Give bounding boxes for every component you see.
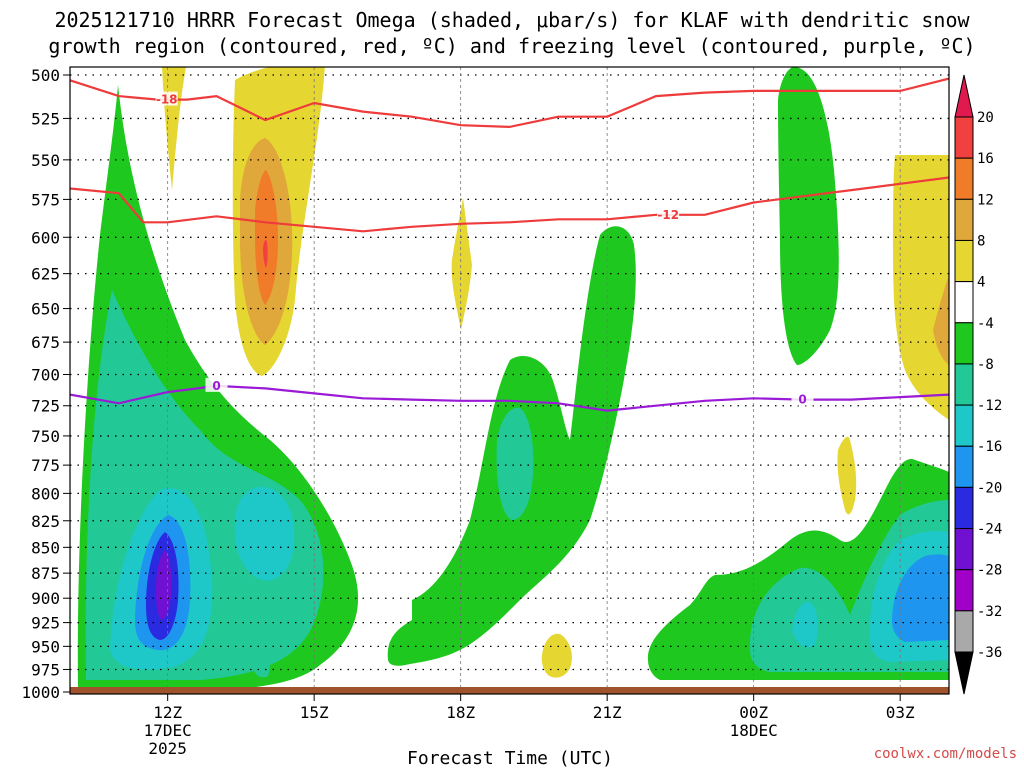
y-tick-label: 600 <box>31 228 60 247</box>
y-tick-label: 550 <box>31 151 60 170</box>
contour-label: 0 <box>798 393 806 407</box>
y-tick-label: 500 <box>31 66 60 85</box>
colorbar-tick-label: 20 <box>977 110 994 126</box>
colorbar-swatch <box>954 239 974 283</box>
contour-line-1 <box>70 176 949 233</box>
x-tick-year: 2025 <box>148 739 187 758</box>
y-tick-label: 975 <box>31 660 60 679</box>
y-axis: 500 525 550 575 600 625 650 675 700 725 750 775 800 8… <box>21 66 70 702</box>
omega-area-yellow-top <box>162 67 186 190</box>
colorbar-tick-label: -24 <box>977 522 1002 538</box>
x-tick-label: 00Z <box>739 703 768 722</box>
y-tick-label: 650 <box>31 300 60 319</box>
y-tick-label: 525 <box>31 109 60 128</box>
colorbar-swatch <box>954 445 974 488</box>
x-axis-label: Forecast Time (UTC) <box>407 748 613 768</box>
colorbar-bottom-arrow <box>954 651 974 695</box>
chart-title-line2: growth region (contoured, red, ºC) and f… <box>48 34 975 58</box>
colorbar-tick-label: -4 <box>977 316 994 332</box>
colorbar-swatch <box>954 281 974 324</box>
colorbar-tick-label: -12 <box>977 398 1002 414</box>
omega-area-yellow-mid <box>451 198 472 330</box>
contour-line-0 <box>70 77 949 129</box>
colorbar-swatch <box>954 569 974 612</box>
x-tick-date: 17DEC <box>144 721 192 740</box>
colorbar-tick-label: -16 <box>977 439 1002 455</box>
colorbar-swatch <box>954 486 974 530</box>
omega-shading <box>77 67 949 690</box>
colorbar-tick-label: -32 <box>977 604 1002 620</box>
x-tick-label: 18Z <box>446 703 475 722</box>
omega-area-yellow-low <box>541 633 572 678</box>
colorbar-top-arrow <box>954 74 974 118</box>
y-tick-label: 900 <box>31 589 60 608</box>
omega-area-green-right-upper <box>778 67 839 365</box>
contour-label-bg <box>657 206 680 221</box>
contour-layer: -18 -12 0 0 <box>70 77 949 412</box>
y-tick-label: 800 <box>31 484 60 503</box>
contour-label: 0 <box>212 379 220 393</box>
colorbar-tick-label: -28 <box>977 563 1002 579</box>
plot-frame <box>69 66 950 695</box>
credit-text[interactable]: coolwx.com/models <box>874 746 1017 762</box>
colorbar-swatch <box>954 528 974 571</box>
x-tick-label: 12Z <box>153 703 182 722</box>
y-tick-label: 825 <box>31 512 60 531</box>
colorbar: 20 16 12 8 4 -4 -8 -12 -16 -20 -24 -28 -32 -36 <box>954 74 1002 695</box>
omega-area-gold-right <box>933 275 949 365</box>
contour-label-bg <box>791 391 814 406</box>
contour-label: -12 <box>657 208 679 222</box>
x-tick-label: 15Z <box>300 703 329 722</box>
colorbar-tick-label: 4 <box>977 275 985 291</box>
contour-label: -18 <box>156 93 178 107</box>
ground-surface <box>70 687 949 694</box>
colorbar-swatch <box>954 322 974 365</box>
contour-label-bg <box>205 377 228 392</box>
y-tick-label: 575 <box>31 190 60 209</box>
colorbar-tick-label: -20 <box>977 480 1002 496</box>
y-tick-label: 850 <box>31 538 60 557</box>
y-tick-label: 925 <box>31 614 60 633</box>
y-tick-label: 1000 <box>21 683 60 702</box>
y-tick-label: 625 <box>31 265 60 284</box>
chart-title-line1: 2025121710 HRRR Forecast Omega (shaded, … <box>54 8 970 32</box>
y-tick-label: 950 <box>31 637 60 656</box>
colorbar-swatch <box>954 404 974 447</box>
colorbar-swatch <box>954 157 974 200</box>
colorbar-swatch <box>954 610 974 653</box>
omega-area-cyan-small <box>260 514 271 552</box>
x-tick-date: 18DEC <box>730 721 778 740</box>
y-tick-label: 675 <box>31 333 60 352</box>
x-tick-label: 21Z <box>593 703 622 722</box>
y-tick-label: 775 <box>31 456 60 475</box>
contour-label-bg <box>155 91 178 106</box>
omega-area-yellow-right <box>837 155 949 515</box>
y-tick-label: 700 <box>31 366 60 385</box>
colorbar-tick-label: 16 <box>977 151 994 167</box>
y-tick-label: 725 <box>31 397 60 416</box>
colorbar-tick-label: 8 <box>977 233 985 249</box>
omega-area-lightblue-right <box>892 554 949 642</box>
colorbar-swatch <box>954 116 974 159</box>
grid-lines <box>70 67 949 694</box>
colorbar-swatch <box>954 198 974 241</box>
colorbar-tick-label: -8 <box>977 357 994 373</box>
colorbar-tick-label: -36 <box>977 645 1002 661</box>
y-tick-label: 875 <box>31 564 60 583</box>
colorbar-tick-label: 12 <box>977 192 994 208</box>
plot-area: -18 -12 0 0 <box>70 67 949 694</box>
colorbar-swatch <box>954 363 974 406</box>
omega-area-red <box>263 240 268 268</box>
y-tick-label: 750 <box>31 427 60 446</box>
x-tick-label: 03Z <box>886 703 915 722</box>
